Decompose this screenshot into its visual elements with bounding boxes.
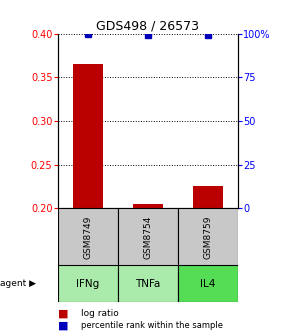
Bar [118,265,178,302]
Text: IL4: IL4 [200,279,215,289]
Bar [58,265,118,302]
Bar [133,204,163,208]
Text: log ratio: log ratio [81,309,119,318]
Text: GSM8754: GSM8754 [143,215,153,259]
Text: ■: ■ [58,309,68,319]
Text: TNFa: TNFa [135,279,161,289]
Text: IFNg: IFNg [76,279,99,289]
Text: GSM8749: GSM8749 [84,215,93,259]
Text: percentile rank within the sample: percentile rank within the sample [81,322,223,330]
Title: GDS498 / 26573: GDS498 / 26573 [96,19,200,33]
Bar [58,208,118,265]
Bar [178,265,238,302]
Text: ■: ■ [58,321,68,331]
Bar [193,186,223,208]
Bar [118,208,178,265]
Text: GSM8759: GSM8759 [203,215,212,259]
Bar [178,208,238,265]
Text: agent ▶: agent ▶ [0,280,36,288]
Bar [73,64,103,208]
